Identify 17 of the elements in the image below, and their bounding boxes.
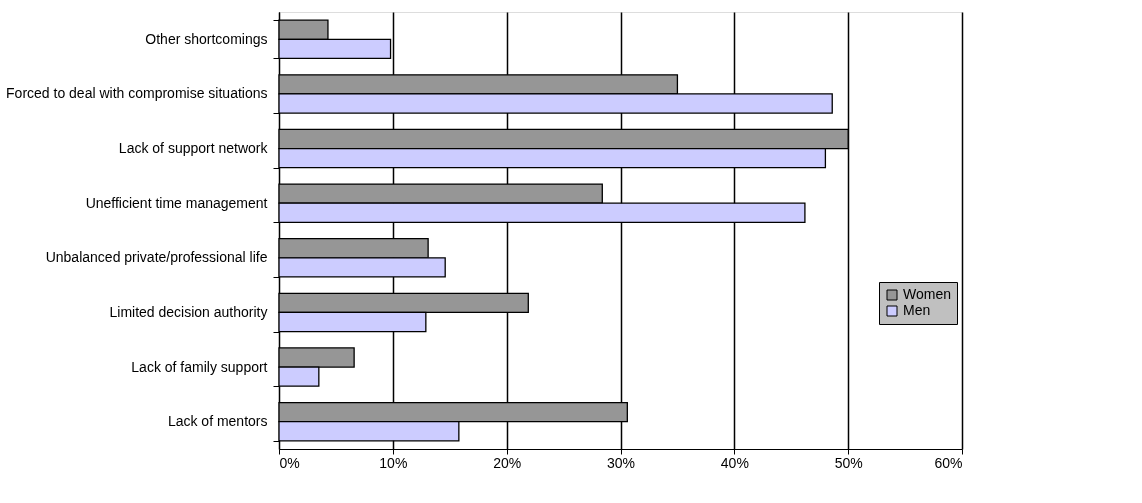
- x-tick-label: 50%: [834, 454, 863, 471]
- x-tick-label: 0%: [279, 454, 300, 471]
- y-tick-label: Unbalanced private/professional life: [45, 249, 268, 266]
- y-tick-label: Limited decision authority: [109, 303, 268, 320]
- y-tick-label: Forced to deal with compromise situations: [6, 85, 268, 102]
- x-tick-label: 60%: [934, 454, 963, 471]
- y-tick-label: Lack of mentors: [167, 413, 268, 430]
- y-tick-label: Lack of support network: [118, 140, 269, 157]
- legend-label: Men: [903, 302, 931, 318]
- y-tick-label: Other shortcomings: [145, 30, 268, 47]
- y-tick-label: Unefficient time management: [85, 194, 268, 211]
- y-tick-label: Lack of family support: [131, 358, 268, 375]
- x-tick-label: 40%: [720, 454, 749, 471]
- legend-label: Women: [903, 286, 951, 302]
- x-tick-label: 20%: [493, 454, 522, 471]
- x-tick-label: 10%: [379, 454, 408, 471]
- x-tick-label: 30%: [606, 454, 636, 471]
